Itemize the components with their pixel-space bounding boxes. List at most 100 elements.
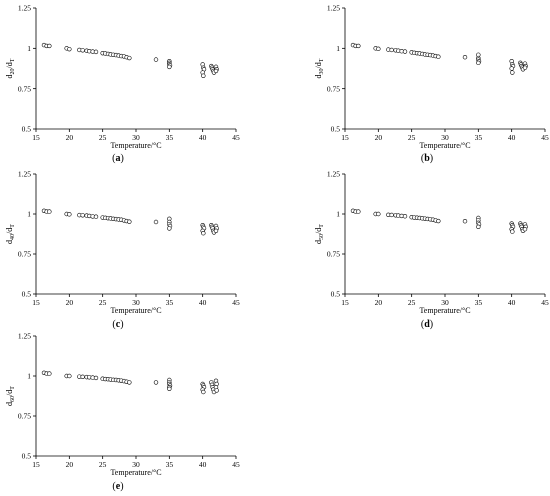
y-axis-title-part: 60: [10, 396, 16, 402]
x-tick-label: 20: [66, 298, 74, 307]
data-point: [476, 60, 481, 66]
x-tick-label: 15: [32, 460, 40, 469]
y-axis-title-part: T: [10, 58, 16, 62]
panel-label-close: ): [121, 153, 124, 164]
scatter-panel-c: 15 20 25 30 35 40 45 0.5 0.75 1 1.25 Temperature/°C…: [5, 170, 240, 330]
x-tick-label: 45: [232, 298, 240, 307]
scatter-panel-e: 15 20 25 30 35 40 45 0.5 0.75 1 1.25 Temperature/°C…: [5, 332, 240, 492]
y-tick-label: 0.75: [327, 84, 340, 93]
y-axis-title-part: 50: [319, 234, 325, 240]
y-axis-title-part: T: [319, 58, 325, 62]
x-tick-label: 35: [166, 133, 174, 142]
data-point: [510, 229, 515, 234]
data-point: [47, 209, 52, 214]
y-tick-label: 1: [27, 210, 31, 219]
y-axis-title-part: 20: [10, 68, 16, 74]
x-tick-label: 30: [441, 298, 449, 307]
data-point: [167, 386, 172, 391]
data-point: [127, 219, 132, 224]
y-axis-title-part: d: [314, 74, 323, 78]
data-point: [462, 55, 468, 60]
x-tick-label: 25: [408, 298, 416, 307]
y-axis-title-part: d: [314, 240, 323, 244]
panel-label-open: (: [112, 481, 116, 492]
panel-label-letter: d: [424, 319, 430, 330]
data-point: [201, 73, 206, 78]
x-tick-label: 35: [475, 133, 483, 142]
x-tick-label: 40: [508, 133, 516, 142]
data-point: [510, 70, 515, 75]
x-tick-label: 35: [166, 460, 174, 469]
x-tick-label: 30: [132, 298, 140, 307]
x-axis-title: Temperature/°C: [110, 468, 161, 477]
y-axis-title: d40/dT: [5, 224, 16, 244]
data-point: [127, 55, 132, 61]
panel-label-close: ): [120, 319, 123, 330]
x-tick-label: 45: [541, 133, 549, 142]
data-point: [509, 66, 514, 71]
panel-label-close: ): [430, 153, 433, 164]
y-tick-label: 0.5: [331, 290, 341, 299]
y-axis-title: d50/dT: [314, 224, 325, 244]
data-point: [402, 49, 408, 54]
y-axis-title-part: /d: [5, 228, 14, 234]
y-tick-label: 1: [27, 372, 31, 381]
data-point: [67, 46, 72, 52]
y-axis-title-part: 40: [10, 234, 16, 240]
x-tick-label: 20: [66, 133, 74, 142]
y-axis-title-part: 30: [319, 68, 325, 74]
x-tick-label: 45: [232, 460, 240, 469]
y-tick-label: 0.75: [18, 250, 31, 259]
data-point: [201, 389, 206, 395]
panel-label: (e): [112, 481, 123, 492]
x-axis-title: Temperature/°C: [419, 306, 470, 315]
y-tick-label: 0.75: [327, 250, 340, 259]
x-tick-label: 15: [341, 298, 349, 307]
data-point: [356, 209, 361, 214]
data-point: [462, 219, 468, 224]
data-point: [47, 371, 52, 376]
x-axis-title: Temperature/°C: [419, 141, 470, 150]
x-tick-label: 30: [441, 133, 449, 142]
scatter-panel-b: 15 20 25 30 35 40 45 0.5 0.75 1 1.25 Temperature/°C…: [314, 4, 549, 164]
x-tick-label: 40: [508, 298, 516, 307]
x-tick-label: 25: [99, 298, 107, 307]
data-point: [67, 212, 72, 217]
x-tick-label: 45: [541, 298, 549, 307]
x-tick-label: 25: [99, 133, 107, 142]
panel-label-open: (: [112, 153, 116, 164]
data-point: [376, 46, 381, 52]
data-point: [214, 388, 219, 393]
data-point: [153, 380, 159, 385]
data-point: [522, 227, 528, 232]
data-point: [80, 374, 85, 379]
panel-label-open: (: [112, 319, 116, 330]
y-axis-title-part: /d: [314, 62, 323, 68]
data-point: [376, 211, 381, 217]
data-point: [167, 64, 172, 70]
y-tick-label: 0.5: [331, 125, 341, 134]
panel-label-letter: c: [116, 319, 121, 330]
y-axis-title-part: d: [5, 402, 14, 406]
y-tick-label: 1: [27, 44, 31, 53]
y-axis-title: d60/dT: [5, 386, 16, 406]
panel-label-open: (: [421, 153, 425, 164]
panel-label-close: ): [430, 319, 433, 330]
x-tick-label: 40: [199, 460, 207, 469]
y-axis-title-part: T: [319, 224, 325, 228]
y-axis-title-part: /d: [5, 390, 14, 396]
data-point: [213, 228, 219, 234]
x-tick-label: 25: [408, 133, 416, 142]
data-point: [80, 48, 85, 53]
data-point: [476, 224, 481, 230]
y-tick-label: 1.25: [18, 4, 31, 13]
x-tick-label: 25: [99, 460, 107, 469]
x-axis-title: Temperature/°C: [110, 306, 161, 315]
data-point: [436, 54, 441, 59]
data-point: [436, 218, 441, 224]
data-point: [93, 49, 99, 55]
panel-label-letter: e: [116, 481, 121, 492]
y-tick-label: 0.75: [18, 84, 31, 93]
data-point: [201, 231, 206, 236]
